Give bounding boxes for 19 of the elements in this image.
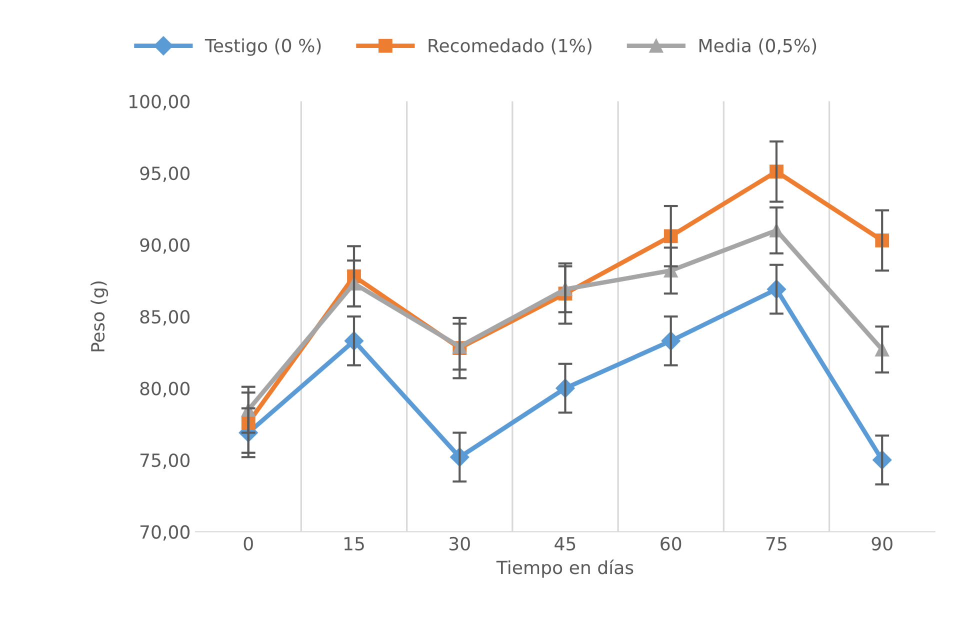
- y-tick-label: 95,00: [140, 166, 190, 182]
- x-tick-label: 60: [660, 536, 682, 551]
- x-tick-label: 90: [872, 536, 892, 551]
- x-tick-label: 75: [766, 537, 786, 551]
- x-tick-label: 45: [554, 537, 576, 551]
- legend-label: Recomedado (1%): [428, 38, 592, 55]
- y-tick-label: 70,00: [140, 525, 190, 541]
- legend-label: Media (0,5%): [699, 38, 816, 55]
- y-tick-label: 85,00: [140, 310, 190, 326]
- legend-label: Testigo (0 %): [204, 38, 321, 56]
- y-tick-label: 75,00: [140, 453, 190, 469]
- x-axis-title: Tiempo en días: [496, 560, 634, 578]
- x-tick-label: 30: [450, 536, 470, 551]
- x-tick-label: 0: [244, 536, 253, 551]
- y-tick-label: 100,00: [130, 94, 190, 110]
- y-axis-title: Peso (g): [90, 282, 108, 352]
- y-tick-label: 90,00: [140, 238, 190, 254]
- x-tick-label: 15: [344, 537, 364, 551]
- y-tick-label: 80,00: [140, 382, 190, 398]
